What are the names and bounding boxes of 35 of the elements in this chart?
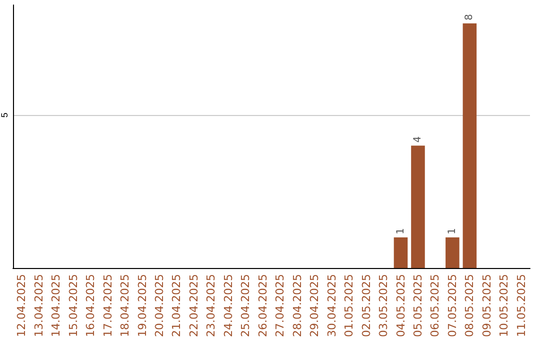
x-tick-label: 29.04.2025 <box>308 274 322 338</box>
x-tick-label: 19.04.2025 <box>136 274 149 338</box>
x-tick-label: 04.05.2025 <box>394 274 408 338</box>
x-tick-label: 09.05.2025 <box>480 274 494 338</box>
data-label: 8 <box>464 14 476 20</box>
x-tick-label: 25.04.2025 <box>239 274 252 338</box>
data-label: 1 <box>395 228 406 234</box>
x-tick-label: 10.05.2025 <box>498 274 511 338</box>
x-tick-label: 08.05.2025 <box>463 274 476 338</box>
x-tick-label: 11.05.2025 <box>514 274 528 338</box>
x-tick-label: 18.04.2025 <box>118 274 132 338</box>
x-tick-label: 26.04.2025 <box>256 274 270 338</box>
x-tick-label: 22.04.2025 <box>187 274 200 338</box>
x-tick-label: 28.04.2025 <box>290 274 304 338</box>
x-tick-label: 23.04.2025 <box>204 274 218 338</box>
x-tick-label: 20.04.2025 <box>152 274 166 338</box>
x-tick-label: 16.04.2025 <box>84 274 98 338</box>
x-tick-label: 07.05.2025 <box>446 274 459 338</box>
data-label: 4 <box>412 136 424 143</box>
x-tick-label: 01.05.2025 <box>342 274 356 338</box>
x-tick-label: 14.04.2025 <box>50 274 63 338</box>
x-tick-label: 27.04.2025 <box>274 274 287 338</box>
x-tick-label: 17.04.2025 <box>101 274 114 338</box>
y-tick-label: 5 <box>0 112 10 118</box>
x-tick-label: 05.05.2025 <box>411 274 424 338</box>
x-tick-label: 24.04.2025 <box>222 274 235 338</box>
data-label: 1 <box>446 228 458 234</box>
x-tick-label: 02.05.2025 <box>360 274 373 338</box>
x-tick-label: 12.04.2025 <box>15 274 28 338</box>
x-tick-label: 21.04.2025 <box>170 274 184 338</box>
x-tick-label: 15.04.2025 <box>66 274 80 338</box>
x-tick-label: 30.04.2025 <box>325 274 338 338</box>
x-tick-label: 06.05.2025 <box>428 274 442 338</box>
x-tick-label: 03.05.2025 <box>377 274 390 338</box>
x-tick-label: 13.04.2025 <box>32 274 46 338</box>
